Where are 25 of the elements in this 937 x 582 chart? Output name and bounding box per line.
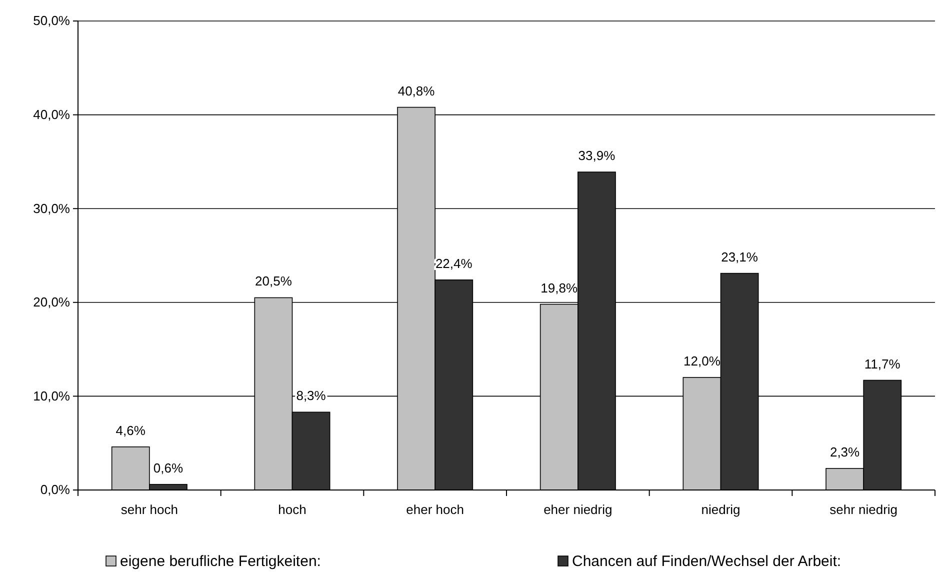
data-label: 0,6% xyxy=(153,460,184,476)
x-tick-label: sehr hoch xyxy=(120,502,178,517)
x-tick-label: sehr niedrig xyxy=(830,502,898,517)
y-tick-label: 40,0% xyxy=(33,106,70,122)
data-label: 23,1% xyxy=(721,249,758,264)
data-label: 11,7% xyxy=(864,356,901,372)
x-tick-label: eher hoch xyxy=(406,502,464,517)
y-tick-label: 20,0% xyxy=(33,294,70,310)
x-tick-label: hoch xyxy=(278,502,306,517)
x-tick-label: niedrig xyxy=(701,502,740,517)
y-tick-label: 10,0% xyxy=(33,388,70,404)
data-label: 22,4% xyxy=(435,256,473,271)
data-label: 2,3% xyxy=(830,444,860,460)
y-tick-label: 0,0% xyxy=(40,482,70,498)
x-tick-label: eher niedrig xyxy=(544,502,612,517)
legend-label: eigene berufliche Fertigkeiten: xyxy=(120,553,321,570)
data-label: 33,9% xyxy=(578,148,616,164)
y-tick-label: 50,0% xyxy=(33,13,70,28)
data-label: 4,6% xyxy=(116,422,146,438)
legend-label: Chancen auf Finden/Wechsel der Arbeit: xyxy=(572,553,842,570)
data-label: 20,5% xyxy=(255,274,292,289)
data-label: 40,8% xyxy=(398,83,436,98)
y-tick-label: 30,0% xyxy=(33,200,70,216)
data-label: 19,8% xyxy=(540,280,578,296)
data-label: 12,0% xyxy=(684,353,721,368)
